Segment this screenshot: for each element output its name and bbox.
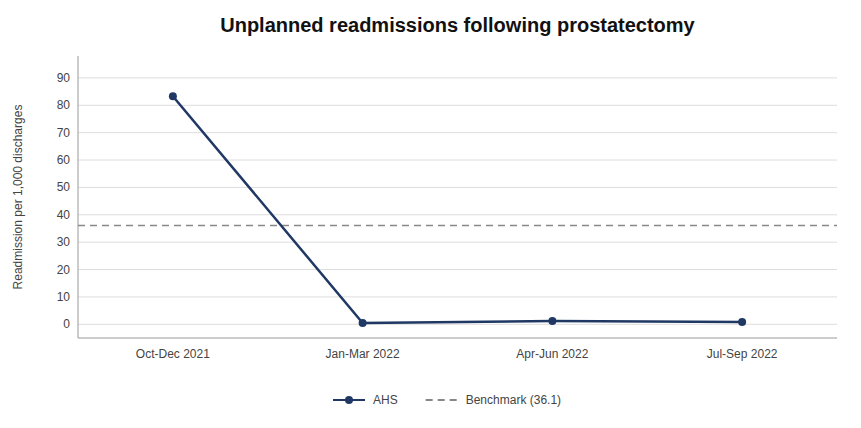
x-tick-label: Apr-Jun 2022 [516,347,588,361]
grid-line [78,160,837,161]
plot-area [78,92,837,327]
series-point [169,92,177,100]
grid-line [78,296,837,297]
series-line [173,96,742,323]
chart-title: Unplanned readmissions following prostat… [220,14,695,36]
y-tick-label: 80 [57,98,71,112]
y-tick-label: 50 [57,180,71,194]
grid-line [78,214,837,215]
y-axis-label: Readmission per 1,000 discharges [11,105,25,290]
chart-container: Unplanned readmissions following prostat… [0,0,861,428]
legend-marker [345,396,353,404]
y-tick-label: 70 [57,126,71,140]
y-axis-line [78,56,79,338]
benchmark-line [78,225,837,227]
grid-line [78,105,837,106]
legend-label: Benchmark (36.1) [466,393,561,407]
y-tick-label: 40 [57,208,71,222]
chart-svg: Unplanned readmissions following prostat… [0,0,861,428]
series-point [548,317,556,325]
legend-swatch [426,399,458,401]
x-axis-line [78,338,837,339]
x-tick-label: Jan-Mar 2022 [326,347,400,361]
grid-line [78,187,837,188]
grid-line [78,324,837,325]
x-tick-label: Jul-Sep 2022 [707,347,778,361]
grid-line [78,132,837,133]
y-tick-label: 20 [57,263,71,277]
grid-line [78,242,837,243]
grid [78,78,837,324]
legend-label: AHS [373,393,398,407]
legend: AHS Benchmark (36.1) [333,393,561,407]
series-point [738,318,746,326]
grid-line [78,77,837,78]
y-tick-label: 10 [57,290,71,304]
y-tick-label: 0 [63,317,70,331]
x-tick-label: Oct-Dec 2021 [136,347,210,361]
grid-line [78,269,837,270]
series-point [359,319,367,327]
y-tick-label: 90 [57,71,71,85]
y-tick-label: 30 [57,235,71,249]
y-tick-label: 60 [57,153,71,167]
